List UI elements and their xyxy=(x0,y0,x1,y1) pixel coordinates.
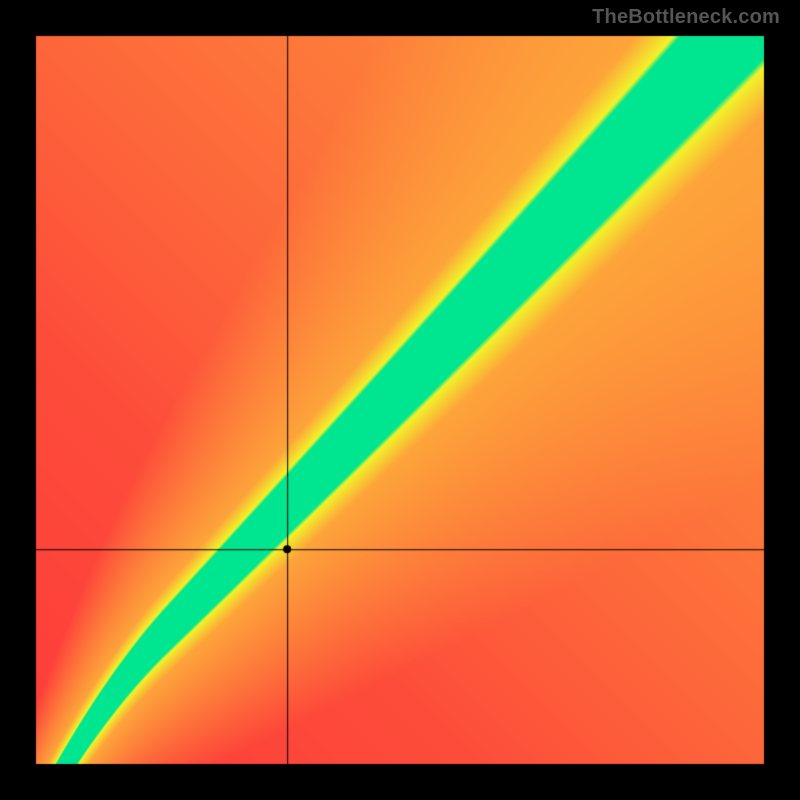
chart-container: TheBottleneck.com xyxy=(0,0,800,800)
heatmap-canvas xyxy=(0,0,800,800)
attribution-label: TheBottleneck.com xyxy=(592,6,780,29)
